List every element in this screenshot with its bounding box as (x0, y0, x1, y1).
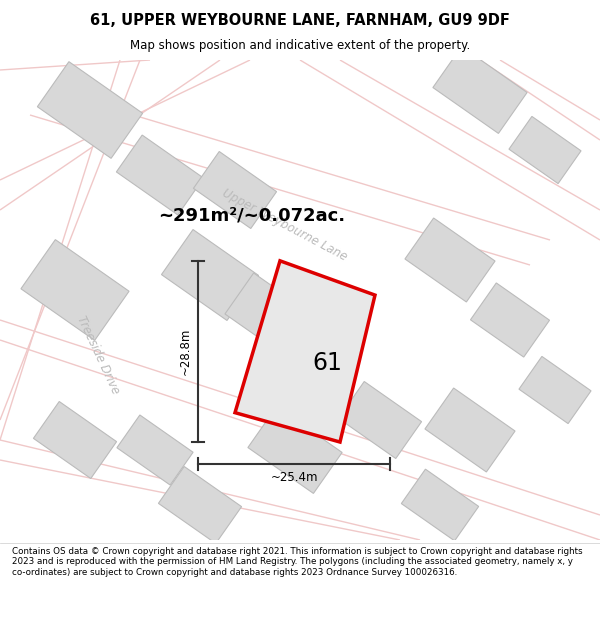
Text: Treeside Drive: Treeside Drive (74, 314, 122, 396)
Polygon shape (509, 116, 581, 184)
Text: Map shows position and indicative extent of the property.: Map shows position and indicative extent… (130, 39, 470, 52)
Polygon shape (519, 356, 591, 424)
Polygon shape (235, 261, 375, 442)
Polygon shape (116, 135, 203, 215)
Polygon shape (225, 273, 315, 357)
Text: Upper Weybourne Lane: Upper Weybourne Lane (220, 186, 350, 264)
Polygon shape (425, 388, 515, 472)
Polygon shape (37, 62, 143, 158)
Polygon shape (338, 381, 422, 459)
Text: ~28.8m: ~28.8m (179, 328, 191, 375)
Polygon shape (405, 218, 495, 302)
Polygon shape (34, 401, 116, 479)
Polygon shape (117, 415, 193, 485)
Text: ~25.4m: ~25.4m (270, 471, 318, 484)
Polygon shape (21, 239, 129, 341)
Polygon shape (158, 466, 242, 544)
Polygon shape (161, 229, 259, 321)
Polygon shape (248, 407, 342, 493)
Text: ~291m²/~0.072ac.: ~291m²/~0.072ac. (158, 206, 345, 224)
Text: Contains OS data © Crown copyright and database right 2021. This information is : Contains OS data © Crown copyright and d… (12, 547, 583, 577)
Text: 61, UPPER WEYBOURNE LANE, FARNHAM, GU9 9DF: 61, UPPER WEYBOURNE LANE, FARNHAM, GU9 9… (90, 13, 510, 28)
Polygon shape (470, 283, 550, 357)
Polygon shape (401, 469, 479, 541)
Polygon shape (193, 151, 277, 229)
Polygon shape (433, 47, 527, 133)
Text: 61: 61 (313, 351, 343, 374)
